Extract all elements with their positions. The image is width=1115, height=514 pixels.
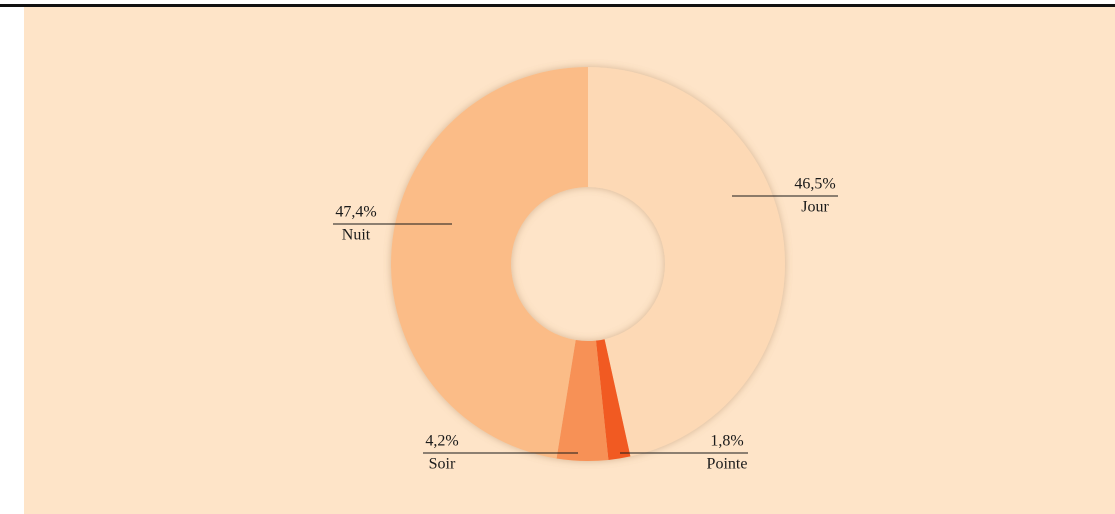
slice — [556, 340, 609, 461]
category-label: Pointe — [707, 456, 748, 473]
slice — [588, 67, 785, 457]
category-label: Nuit — [342, 227, 371, 244]
top-rule — [0, 4, 1115, 7]
slice — [391, 67, 588, 459]
category-label: Soir — [429, 456, 456, 473]
value-label: 1,8% — [710, 433, 743, 450]
category-label: Jour — [801, 199, 829, 216]
donut — [391, 67, 785, 461]
value-label: 46,5% — [794, 176, 835, 193]
value-label: 47,4% — [335, 204, 376, 221]
slice — [595, 339, 631, 460]
value-label: 4,2% — [425, 433, 458, 450]
